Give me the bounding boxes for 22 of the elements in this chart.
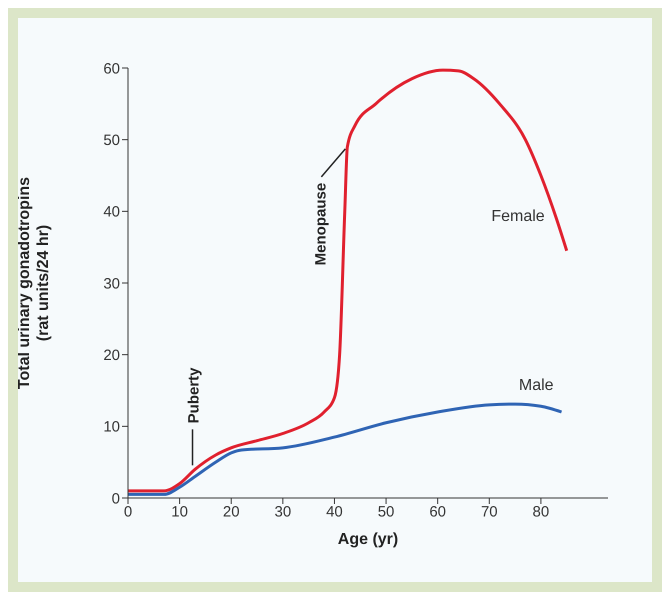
series-label: Male [518,377,554,394]
annotation: Puberty [186,366,203,424]
annotation: Menopause [312,182,330,266]
y-tick-label: 50 [103,132,120,149]
y-tick-label: 60 [103,60,120,78]
x-tick-label: 50 [378,504,394,521]
y-tick-label: 40 [103,204,120,221]
x-tick-label: 80 [532,504,550,521]
x-tick-label: 0 [124,504,132,521]
y-tick-label: 0 [112,490,120,508]
x-tick-label: 10 [171,504,188,521]
x-tick-label: 70 [480,504,498,521]
series-label: Female [491,208,545,225]
y-tick-label: 20 [103,346,120,364]
y-tick-label: 30 [103,275,120,292]
x-tick-label: 30 [274,504,292,521]
x-tick-label: 40 [326,504,343,521]
line-series [128,68,568,492]
x-tick-label: 60 [429,504,446,521]
x-tick-label: 20 [222,504,240,521]
x-axis-title: Age (yr) [338,531,398,548]
y-tick-label: 10 [103,418,120,436]
